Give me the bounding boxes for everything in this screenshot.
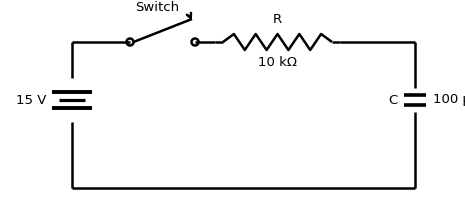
Text: 15 V: 15 V (16, 93, 46, 106)
Text: 10 kΩ: 10 kΩ (258, 56, 297, 69)
Text: R: R (273, 13, 282, 26)
Text: 100 μF: 100 μF (433, 93, 465, 106)
Text: Switch: Switch (135, 1, 179, 14)
Text: C: C (388, 93, 397, 106)
